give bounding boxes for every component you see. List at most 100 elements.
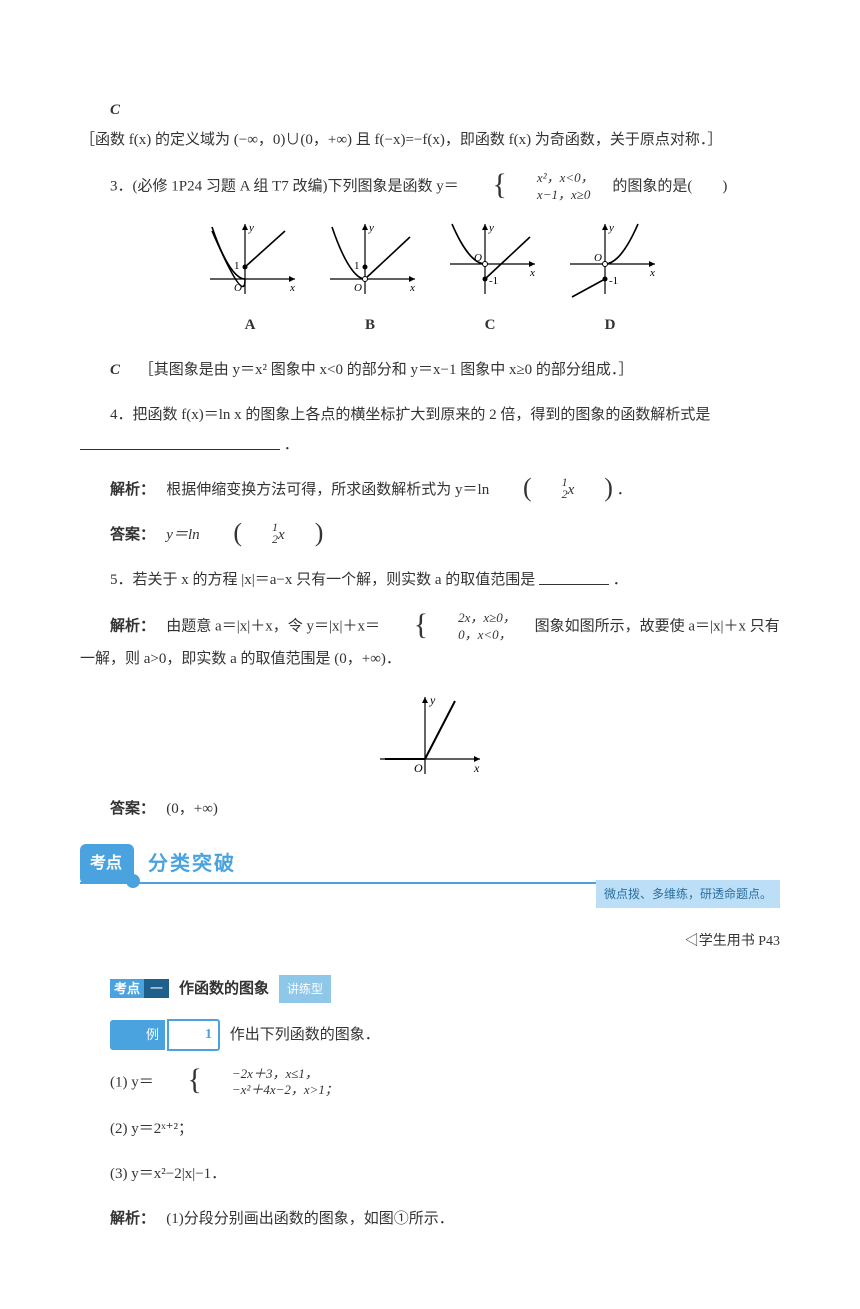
frac-den: 2 <box>242 533 278 545</box>
example1-jiexi-label: 解析： <box>110 1211 148 1227</box>
q4-frac-tail: x <box>568 482 575 498</box>
axis-x-label: x <box>473 761 480 775</box>
axis-O-label: O <box>594 252 602 264</box>
axis-x-label: x <box>289 282 295 294</box>
axis-x-label: x <box>409 282 415 294</box>
graph-d-svg: y x O -1 <box>560 219 660 299</box>
example-word: 例 <box>110 1020 165 1050</box>
graph-b-svg: y x O 1 <box>320 219 420 299</box>
tick-neg1: -1 <box>609 275 618 287</box>
kp1-title: 作函数的图象 <box>179 974 269 1004</box>
q5-blank <box>539 569 609 585</box>
i1-top: −2x＋3，x≤1， <box>202 1066 338 1083</box>
axis-y-label: y <box>248 222 254 234</box>
example1-jiexi: 解析： (1)分段分别画出函数的图象，如图①所示． <box>80 1204 780 1234</box>
q3-label-b: B <box>320 310 420 340</box>
axis-x-label: x <box>649 267 655 279</box>
kp1-row: 考点一 作函数的图象 讲练型 <box>110 974 780 1004</box>
example-num: 1 <box>167 1019 220 1051</box>
q4-ans-label: 答案： <box>110 527 148 543</box>
q3-piece-top: x²，x<0， <box>507 170 594 187</box>
axis-y-label: y <box>608 222 614 234</box>
q3-ans-text: ［其图象是由 y＝x² 图象中 x<0 的部分和 y＝x−1 图象中 x≥0 的… <box>139 362 634 378</box>
q3-stem-a: 3．(必修 1P24 习题 A 组 T7 改编)下列图象是函数 y＝ <box>110 178 459 194</box>
q3-piece-bot: x−1，x≥0 <box>507 187 594 204</box>
example1-stem: 例 1 作出下列函数的图象． <box>80 1019 780 1051</box>
kp1-badge: 考点 <box>110 979 144 998</box>
answer-c-prefix: C <box>110 102 120 118</box>
tick-neg1: -1 <box>489 275 498 287</box>
q3-label-a: A <box>200 310 300 340</box>
q5-answer: 答案： (0，+∞) <box>80 794 780 824</box>
q5-stem: 5．若关于 x 的方程 |x|＝a−x 只有一个解，则实数 a 的取值范围是 ． <box>80 565 780 595</box>
kp1-badge-wrap: 考点一 <box>110 974 169 1004</box>
q4-stem-text: 4．把函数 f(x)＝ln x 的图象上各点的横坐标扩大到原来的 2 倍，得到的… <box>110 407 710 423</box>
q3-stem: 3．(必修 1P24 习题 A 组 T7 改编)下列图象是函数 y＝ { x²，… <box>80 170 780 204</box>
section-subnote-row: 微点拨、多维练，研透命题点。 <box>80 880 780 908</box>
q5-graph-svg: y x O <box>370 689 490 779</box>
q4-jiexi-tail: ． <box>617 482 632 498</box>
axis-x-label: x <box>529 267 535 279</box>
q4-stem: 4．把函数 f(x)＝ln x 的图象上各点的横坐标扩大到原来的 2 倍，得到的… <box>80 400 780 460</box>
section-badge: 考点 <box>80 844 134 884</box>
answer-c-para: C ［函数 f(x) 的定义域为 (−∞，0)∪(0，+∞) 且 f(−x)=−… <box>80 95 780 155</box>
q5-piecewise: { 2x，x≥0， 0，x<0， <box>384 610 516 644</box>
frac-den: 2 <box>532 488 568 500</box>
brace-icon: { <box>463 170 507 200</box>
q5-jiexi-label: 解析： <box>110 618 148 634</box>
q4-answer: 答案： y＝ln (12x) <box>80 520 780 550</box>
i1-a: (1) y＝ <box>110 1074 154 1090</box>
rparen-icon: ) <box>285 520 324 546</box>
q3-graph-c: y x O -1 C <box>440 219 540 340</box>
axis-y-label: y <box>429 693 436 707</box>
tick-1: 1 <box>234 260 240 272</box>
i1-piecewise: { −2x＋3，x≤1， −x²＋4x−2，x>1； <box>158 1066 338 1100</box>
page-root: C ［函数 f(x) 的定义域为 (−∞，0)∪(0，+∞) 且 f(−x)=−… <box>0 0 860 1309</box>
kp1-badge-num: 一 <box>144 979 169 998</box>
axis-y-label: y <box>368 222 374 234</box>
q5-jiexi-a: 由题意 a＝|x|＋x，令 y＝|x|＋x＝ <box>166 618 380 634</box>
brace-icon: { <box>158 1065 202 1095</box>
q3-stem-b: 的图象的是( ) <box>612 178 727 194</box>
graph-a-svg: y x O 1 <box>200 219 300 299</box>
example1-jiexi-text: (1)分段分别画出函数的图象，如图①所示． <box>166 1211 454 1227</box>
axis-y-label: y <box>488 222 494 234</box>
q4-blank-suffix: ． <box>284 437 299 453</box>
q5-ans-label: 答案： <box>110 801 148 817</box>
i1-bot: −x²＋4x−2，x>1； <box>202 1082 338 1099</box>
lparen-icon: ( <box>493 475 532 501</box>
q3-answer: C ［其图象是由 y＝x² 图象中 x<0 的部分和 y＝x−1 图象中 x≥0… <box>80 355 780 385</box>
answer-c-text: ［函数 f(x) 的定义域为 (−∞，0)∪(0，+∞) 且 f(−x)=−f(… <box>80 132 722 148</box>
q5-graph: y x O <box>80 689 780 779</box>
axis-O-label: O <box>354 282 362 294</box>
kp1-pill: 讲练型 <box>279 975 331 1003</box>
q3-ans-prefix: C <box>110 362 120 378</box>
q4-ans: y＝ln <box>166 527 199 543</box>
q3-piecewise: { x²，x<0， x−1，x≥0 <box>463 170 594 204</box>
section-title: 分类突破 <box>148 844 236 884</box>
q5-stem-a: 5．若关于 x 的方程 |x|＝a−x 只有一个解，则实数 a 的取值范围是 <box>110 572 535 588</box>
q3-label-d: D <box>560 310 660 340</box>
tick-1: 1 <box>354 260 360 272</box>
section-header: 考点 分类突破 微点拨、多维练，研透命题点。 ◁学生用书 P43 <box>80 844 780 956</box>
q3-graph-row: y x O 1 A y x O <box>80 219 780 340</box>
example1-i3: (3) y＝x²−2|x|−1． <box>80 1159 780 1189</box>
q4-ans-frac-tail: x <box>278 527 285 543</box>
q5-piece-top: 2x，x≥0， <box>428 610 516 627</box>
q3-label-c: C <box>440 310 540 340</box>
q4-ans-frac: 12 <box>242 521 278 545</box>
page-ref: ◁学生用书 P43 <box>80 928 780 956</box>
lparen-icon: ( <box>203 520 242 546</box>
q4-jiexi-text: 根据伸缩变换方法可得，所求函数解析式为 y＝ln <box>166 482 489 498</box>
example1-i2: (2) y＝2ˣ⁺²； <box>80 1114 780 1144</box>
q4-jiexi-label: 解析： <box>110 482 148 498</box>
q5-blank-suffix: ． <box>613 572 628 588</box>
q3-graph-d: y x O -1 D <box>560 219 660 340</box>
q5-ans: (0，+∞) <box>166 801 218 817</box>
q4-jiexi: 解析： 根据伸缩变换方法可得，所求函数解析式为 y＝ln (12x) ． <box>80 475 780 505</box>
example1-i1: (1) y＝ { −2x＋3，x≤1， −x²＋4x−2，x>1； <box>80 1066 780 1100</box>
q4-frac: 12 <box>532 476 568 500</box>
brace-icon: { <box>384 610 428 640</box>
rparen-icon: ) <box>574 475 613 501</box>
section-subnote: 微点拨、多维练，研透命题点。 <box>596 880 780 908</box>
